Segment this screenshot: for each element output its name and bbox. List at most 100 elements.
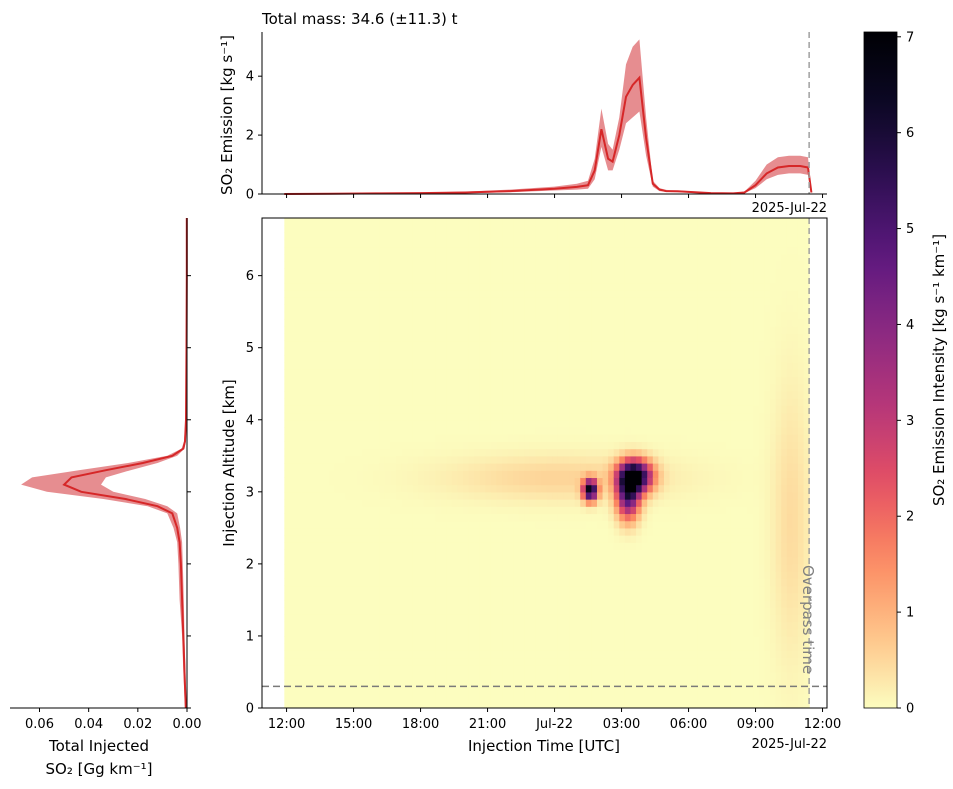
heatmap-cell xyxy=(429,520,436,529)
heatmap-cell xyxy=(474,607,481,615)
heatmap-cell xyxy=(323,664,330,673)
heatmap-cell xyxy=(591,426,598,435)
heatmap-cell xyxy=(317,693,325,702)
heatmap-cell xyxy=(552,463,559,471)
heatmap-cell xyxy=(345,398,352,406)
heatmap-cell xyxy=(585,434,592,442)
heatmap-cell xyxy=(312,563,319,572)
heatmap-cell xyxy=(329,499,336,507)
heatmap-cell xyxy=(435,390,442,399)
heatmap-cell xyxy=(351,563,358,572)
heatmap-cell xyxy=(619,261,626,270)
heatmap-cell xyxy=(675,592,682,601)
heatmap-cell xyxy=(395,578,403,587)
heatmap-cell xyxy=(334,326,341,334)
heatmap-cell xyxy=(652,650,659,659)
heatmap-cell xyxy=(345,326,352,334)
heatmap-cell xyxy=(284,405,291,414)
heatmap-cell xyxy=(479,304,486,313)
heatmap-cell xyxy=(451,679,458,687)
heatmap-cell xyxy=(284,354,291,363)
heatmap-cell xyxy=(284,225,291,234)
heatmap-cell xyxy=(306,549,313,558)
heatmap-cell xyxy=(356,643,364,651)
heatmap-cell xyxy=(284,635,291,644)
heatmap-cell xyxy=(457,426,464,435)
heatmap-cell xyxy=(602,571,609,579)
heatmap-cell xyxy=(524,491,531,500)
heatmap-cell xyxy=(390,419,397,428)
heatmap-cell xyxy=(373,455,380,464)
heatmap-cell xyxy=(468,261,475,270)
heatmap-cell xyxy=(485,542,492,551)
heatmap-cell xyxy=(407,585,414,594)
heatmap-cell xyxy=(602,354,609,363)
heatmap-cell xyxy=(602,376,609,385)
heatmap-cell xyxy=(669,239,676,248)
heatmap-cell xyxy=(507,376,514,385)
heatmap-cell xyxy=(641,448,648,457)
heatmap-cell xyxy=(585,304,592,313)
heatmap-cell xyxy=(641,239,648,248)
heatmap-cell xyxy=(580,290,587,298)
heatmap-cell xyxy=(613,484,620,493)
heatmap-cell xyxy=(329,578,336,587)
heatmap-cell xyxy=(663,441,671,450)
heatmap-cell xyxy=(356,333,364,342)
heatmap-cell xyxy=(435,679,442,687)
heatmap-cell xyxy=(680,542,687,551)
heatmap-cell xyxy=(301,657,308,666)
heatmap-cell xyxy=(563,621,570,630)
heatmap-cell xyxy=(686,679,693,687)
heatmap-cell xyxy=(557,571,565,579)
heatmap-cell xyxy=(591,254,598,262)
heatmap-cell xyxy=(485,556,492,565)
heatmap-cell xyxy=(669,657,676,666)
heatmap-cell xyxy=(675,419,682,428)
heatmap-cell xyxy=(418,390,425,399)
heatmap-cell xyxy=(289,232,297,241)
heatmap-cell xyxy=(323,679,330,687)
heatmap-cell xyxy=(619,434,626,442)
heatmap-cell xyxy=(630,693,637,702)
heatmap-cell xyxy=(613,318,620,327)
heatmap-cell xyxy=(474,535,481,543)
heatmap-cell xyxy=(580,643,587,651)
heatmap-cell xyxy=(390,246,397,255)
heatmap-cell xyxy=(317,304,325,313)
heatmap-cell xyxy=(323,218,330,226)
heatmap-cell xyxy=(457,347,464,356)
heatmap-cell xyxy=(373,571,380,579)
heatmap-cell xyxy=(557,426,565,435)
heatmap-cell xyxy=(401,650,408,659)
heatmap-cell xyxy=(663,599,671,608)
heatmap-cell xyxy=(401,354,408,363)
heatmap-cell xyxy=(479,671,486,680)
heatmap-cell xyxy=(317,700,325,708)
heatmap-cell xyxy=(390,290,397,298)
heatmap-cell xyxy=(379,679,386,687)
heatmap-cell xyxy=(680,405,687,414)
heatmap-cell xyxy=(552,491,559,500)
heatmap-cell xyxy=(641,225,648,234)
heatmap-cell xyxy=(306,434,313,442)
heatmap-cell xyxy=(329,326,336,334)
heatmap-cell xyxy=(596,354,604,363)
heatmap-cell xyxy=(323,412,330,421)
heatmap-cell xyxy=(596,390,604,399)
heatmap-cell xyxy=(669,246,676,255)
heatmap-cell xyxy=(502,419,509,428)
heatmap-cell xyxy=(334,369,341,378)
heatmap-cell xyxy=(619,686,626,695)
heatmap-cell xyxy=(446,693,453,702)
heatmap-cell xyxy=(312,239,319,248)
heatmap-cell xyxy=(585,635,592,644)
heatmap-cell xyxy=(440,383,447,392)
heatmap-cell xyxy=(608,686,615,695)
heatmap-cell xyxy=(585,419,592,428)
heatmap-cell xyxy=(412,700,419,708)
heatmap-cell xyxy=(490,592,498,601)
heatmap-cell xyxy=(624,311,632,320)
heatmap-cell xyxy=(680,686,687,695)
heatmap-cell xyxy=(373,499,380,507)
